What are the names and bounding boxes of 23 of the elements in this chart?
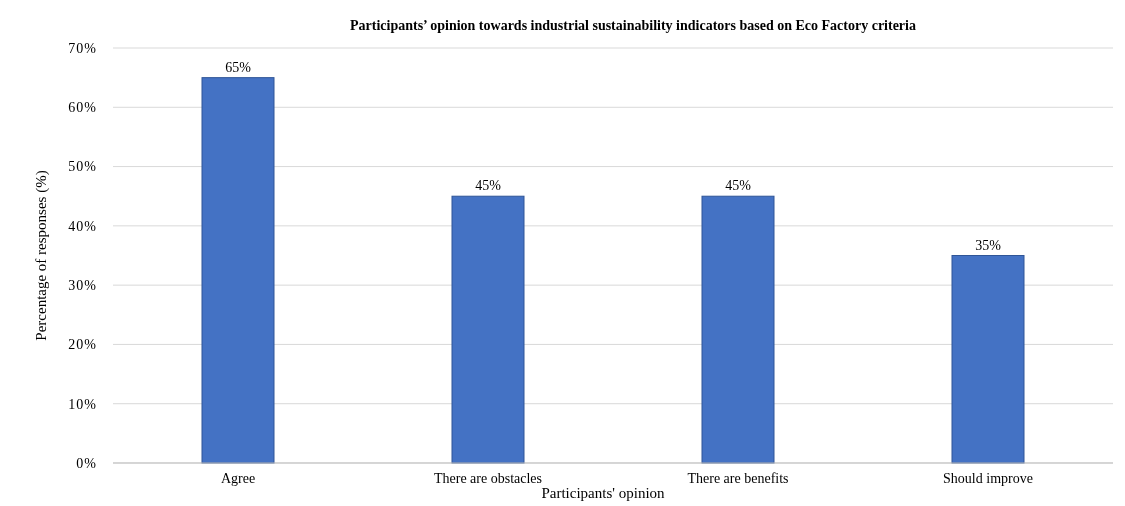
y-axis-title: Percentage of responses (%): [33, 170, 50, 341]
bar: [701, 195, 775, 464]
y-tick-label: 20%: [68, 337, 97, 353]
y-tick-label: 70%: [68, 40, 97, 56]
x-tick-label: There are obstacles: [433, 471, 543, 486]
data-label: 45%: [725, 178, 752, 194]
x-axis-title: Participants' opinion: [541, 485, 666, 501]
bar: [201, 77, 275, 464]
y-tick-label: 60%: [68, 100, 97, 116]
y-tick-label: 40%: [68, 218, 97, 234]
data-label: 65%: [225, 59, 252, 75]
y-tick-label: 0%: [76, 455, 97, 471]
data-label: 35%: [975, 237, 1002, 253]
y-tick-label: 50%: [68, 159, 97, 175]
x-tick-label: There are benefits: [687, 471, 789, 486]
y-tick-label: 30%: [68, 278, 97, 294]
data-label: 45%: [475, 178, 502, 194]
y-tick-label: 10%: [68, 396, 97, 412]
x-tick-label: Agree: [220, 471, 256, 486]
x-tick-label: Should improve: [943, 471, 1033, 486]
bar: [951, 255, 1025, 464]
chart-title: Participants’ opinion towards industrial sustainability indicators based on Eco Factory criteria: [350, 18, 916, 33]
bar: [451, 195, 525, 464]
